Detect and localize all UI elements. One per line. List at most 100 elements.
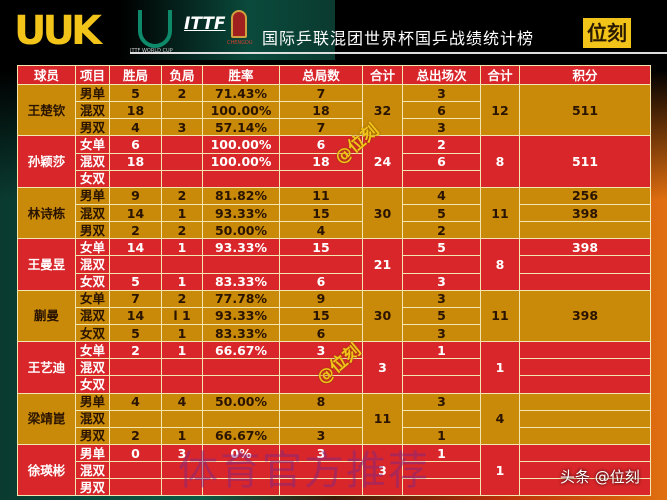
losses-cell: 1 (161, 323, 203, 343)
win-rate-cell: 100.00% (202, 152, 280, 171)
event-cell: 混双 (75, 409, 110, 428)
losses-cell: 3 (161, 443, 203, 463)
losses-cell (161, 255, 203, 274)
event-cell: 男双 (75, 426, 110, 445)
losses-cell (161, 135, 203, 154)
appearances-cell: 1 (402, 443, 481, 463)
wins-cell: 2 (109, 426, 162, 445)
column-header: 负局 (161, 65, 203, 85)
footer-watermark: 头条 @位刻 (560, 468, 640, 486)
chengdu-emblem-icon (231, 10, 247, 38)
event-cell: 男单 (75, 83, 110, 103)
losses-cell: 2 (161, 289, 203, 308)
total-games-cell: 7 (279, 83, 363, 103)
appearances-cell: 3 (402, 323, 481, 343)
losses-cell (161, 478, 203, 497)
win-rate-cell: 57.14% (202, 118, 280, 137)
points-cell: 511 (519, 135, 651, 188)
column-header: 球员 (17, 65, 76, 85)
win-rate-cell: 83.33% (202, 272, 280, 291)
wins-cell: 14 (109, 203, 162, 223)
brand-badge: 位刻 (583, 18, 631, 48)
total-games-cell (279, 169, 363, 188)
points-cell: 256 (519, 186, 651, 205)
table-row: 混双 18 100.00% 18 6 (18, 152, 651, 171)
appearances-sum-cell: 1 (480, 341, 520, 394)
event-cell: 女双 (75, 272, 110, 291)
appearances-cell (402, 358, 481, 377)
column-header: 胜局 (109, 65, 162, 85)
losses-cell: 1 (161, 272, 203, 291)
event-cell: 混双 (75, 152, 110, 171)
wins-cell: 2 (109, 221, 162, 240)
losses-cell: 1 (161, 341, 203, 360)
column-header: 积分 (519, 65, 651, 85)
stats-table: 球员 项目 胜局 负局 胜率 总局数 合计 总出场次 合计 积分 王楚钦 男单 5 2 71.43% 7 32… (17, 65, 651, 497)
table-row: 混双 (18, 409, 651, 428)
points-cell (519, 375, 651, 394)
appearances-cell (402, 169, 481, 188)
total-games-cell: 15 (279, 306, 363, 325)
total-games-cell: 11 (279, 186, 363, 205)
column-header: 胜率 (202, 65, 280, 85)
player-name: 梁靖崑 (17, 392, 76, 445)
win-rate-cell: 93.33% (202, 238, 280, 257)
total-games-cell: 6 (279, 135, 363, 154)
games-sum-cell: 3 (362, 341, 403, 394)
wins-cell: 0 (109, 443, 162, 463)
losses-cell (161, 101, 203, 120)
win-rate-cell (202, 478, 280, 497)
wins-cell (109, 358, 162, 377)
wins-cell (109, 255, 162, 274)
player-name: 徐瑛彬 (17, 443, 76, 497)
appearances-cell: 2 (402, 135, 481, 154)
event-cell: 混双 (75, 358, 110, 377)
appearances-cell (402, 478, 481, 497)
losses-cell: l 1 (161, 306, 203, 325)
appearances-cell: 3 (402, 272, 481, 291)
losses-cell (161, 358, 203, 377)
points-cell (519, 272, 651, 291)
appearances-sum-cell: 12 (480, 83, 520, 137)
table-row: 混双 (18, 255, 651, 274)
table-row: 男双 2 2 50.00% 4 2 (18, 221, 651, 240)
win-rate-cell: 93.33% (202, 203, 280, 223)
wins-cell: 5 (109, 272, 162, 291)
win-rate-cell: 81.82% (202, 186, 280, 205)
win-rate-cell: 77.78% (202, 289, 280, 308)
win-rate-cell (202, 375, 280, 394)
games-sum-cell: 30 (362, 289, 403, 343)
event-cell: 男单 (75, 392, 110, 411)
event-cell: 女双 (75, 375, 110, 394)
losses-cell (161, 409, 203, 428)
table-row: 王楚钦 男单 5 2 71.43% 7 32 3 12 511 (17, 83, 651, 137)
player-name: 王曼昱 (17, 238, 76, 291)
win-rate-cell (202, 169, 280, 188)
watermark-center: 体育官方推荐 (178, 448, 430, 494)
win-rate-cell: 93.33% (202, 306, 280, 325)
games-sum-cell: 30 (362, 186, 403, 240)
appearances-sum-cell: 1 (480, 443, 520, 497)
appearances-sum-cell: 8 (480, 238, 520, 291)
wins-cell: 5 (109, 323, 162, 343)
losses-cell: 1 (161, 238, 203, 257)
total-games-cell: 3 (279, 426, 363, 445)
win-rate-cell: 50.00% (202, 392, 280, 411)
table-row: 混双 18 100.00% 18 6 (18, 101, 651, 120)
table-row: 林诗栋 男单 9 2 81.82% 11 30 4 11 256 (17, 186, 651, 240)
losses-cell (161, 461, 203, 480)
wins-cell: 6 (109, 135, 162, 154)
table-row: 孙颖莎 女单 6 100.00% 6 24 2 8 511 (17, 135, 651, 188)
event-cell: 混双 (75, 203, 110, 223)
event-cell: 女双 (75, 169, 110, 188)
appearances-cell: 3 (402, 118, 481, 137)
wins-cell (109, 461, 162, 480)
points-cell (519, 409, 651, 428)
appearances-cell: 3 (402, 392, 481, 411)
event-cell: 女单 (75, 238, 110, 257)
total-games-cell: 15 (279, 203, 363, 223)
total-games-cell: 6 (279, 272, 363, 291)
wins-cell (109, 409, 162, 428)
table-row: 梁靖崑 男单 4 4 50.00% 8 11 3 4 (17, 392, 651, 445)
ittf-logo: ITTF (184, 14, 226, 34)
